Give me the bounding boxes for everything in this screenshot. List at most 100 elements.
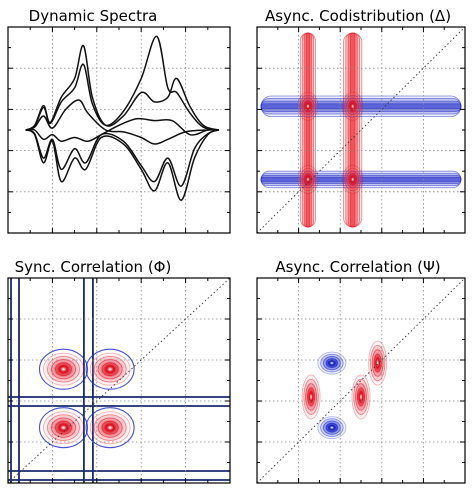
contour-ring bbox=[344, 94, 362, 118]
contour-ring bbox=[308, 392, 314, 402]
contour-ring bbox=[317, 351, 347, 375]
contour-ring bbox=[303, 378, 319, 415]
contour-ring bbox=[105, 423, 115, 432]
peak-1 bbox=[342, 92, 363, 121]
plot-frame-3 bbox=[256, 277, 466, 484]
contour-ring bbox=[342, 164, 364, 194]
async-codistribution-plot bbox=[256, 26, 466, 234]
contour-ring bbox=[325, 422, 338, 433]
contour-ring bbox=[47, 414, 80, 441]
contour-ring bbox=[353, 378, 369, 415]
dynamic-spectra-plot bbox=[7, 26, 231, 234]
peak-3 bbox=[90, 411, 131, 444]
contour-ring bbox=[303, 173, 313, 186]
contour-ring bbox=[307, 387, 316, 407]
peak-outline bbox=[38, 348, 89, 390]
contour-group bbox=[260, 32, 462, 228]
contour-ring bbox=[93, 414, 127, 441]
contour-ring bbox=[105, 365, 115, 373]
ticks-1 bbox=[257, 27, 465, 233]
peak-0-contours bbox=[43, 352, 84, 386]
contour-ring bbox=[55, 420, 72, 435]
ridge-band bbox=[349, 32, 356, 228]
contour-ring bbox=[369, 345, 386, 382]
peak-0 bbox=[317, 352, 346, 375]
contour-ring bbox=[51, 359, 76, 380]
contour-ring bbox=[355, 383, 367, 411]
peak-4-contours bbox=[368, 340, 388, 386]
contour-ring bbox=[328, 360, 336, 366]
grid-3 bbox=[257, 278, 465, 483]
contour-ring bbox=[299, 94, 317, 118]
peak-outline bbox=[85, 348, 135, 390]
contour-ring bbox=[346, 170, 360, 189]
peak-3-contours bbox=[89, 411, 131, 445]
sync-correlation-plot bbox=[7, 277, 231, 484]
panel-title-async-codistribution: Async. Codistribution (Δ) bbox=[265, 7, 451, 25]
contour-ring bbox=[101, 420, 119, 435]
ridge-band bbox=[305, 32, 311, 228]
contour-ring bbox=[299, 167, 317, 192]
series-group bbox=[25, 35, 220, 201]
contour-ring bbox=[89, 411, 131, 445]
panel-title-sync-correlation: Sync. Correlation (Φ) bbox=[15, 258, 172, 276]
contour-ring bbox=[350, 176, 356, 183]
contour-ring bbox=[97, 359, 123, 380]
contour-ring bbox=[301, 97, 315, 116]
contour-group bbox=[8, 278, 230, 483]
panel-title-dynamic: Dynamic Spectra bbox=[29, 7, 158, 25]
peak-2 bbox=[352, 374, 370, 419]
peak-0-contours bbox=[297, 91, 319, 121]
contour-ring bbox=[305, 176, 311, 183]
peak-1 bbox=[302, 374, 321, 419]
contour-ring bbox=[320, 353, 344, 373]
contour-ring bbox=[305, 103, 311, 110]
contour-ring bbox=[323, 420, 341, 435]
peak-2-contours bbox=[43, 411, 84, 445]
contour-ring bbox=[297, 91, 319, 121]
contour-ring bbox=[301, 170, 315, 189]
contour-ring bbox=[47, 355, 80, 383]
contour-ring bbox=[43, 411, 84, 445]
plot-background bbox=[8, 27, 230, 233]
contour-ring bbox=[328, 424, 336, 431]
grid-1 bbox=[257, 27, 465, 233]
contour-ring bbox=[55, 362, 72, 377]
async-correlation-plot bbox=[256, 277, 466, 484]
contour-ring bbox=[303, 100, 313, 113]
contour-ring bbox=[371, 349, 384, 377]
peak-2 bbox=[43, 411, 84, 444]
peak-1-contours bbox=[342, 91, 364, 121]
series-line-5 bbox=[25, 99, 219, 145]
contour-ring bbox=[320, 418, 344, 437]
contour-ring bbox=[93, 355, 127, 383]
contour-ring bbox=[51, 417, 76, 438]
peak-3-contours bbox=[342, 164, 364, 194]
peak-2 bbox=[297, 165, 318, 194]
peak-3-contours bbox=[317, 416, 347, 440]
contour-ring bbox=[344, 167, 362, 192]
contour-ring bbox=[375, 358, 380, 368]
diagonal-line bbox=[256, 26, 466, 234]
contour-ring bbox=[43, 352, 84, 386]
contour-ring bbox=[348, 100, 358, 113]
peak-outline bbox=[85, 407, 135, 449]
peak-0 bbox=[43, 353, 84, 386]
ridge-0 bbox=[300, 32, 316, 228]
series-line-1 bbox=[25, 35, 220, 131]
contour-ring bbox=[356, 387, 366, 407]
grid-2 bbox=[8, 278, 230, 483]
peak-1 bbox=[90, 353, 131, 386]
plot-frame-2 bbox=[7, 277, 231, 484]
contour-ring bbox=[317, 416, 347, 440]
contour-ring bbox=[305, 383, 317, 411]
ridge-1 bbox=[343, 32, 363, 228]
peak-outline bbox=[38, 407, 89, 449]
contour-ring bbox=[348, 173, 358, 186]
peak-0 bbox=[297, 92, 318, 121]
contour-ring bbox=[297, 164, 319, 194]
contour-ring bbox=[346, 97, 360, 116]
contour-ring bbox=[373, 353, 382, 373]
contour-ring bbox=[368, 340, 388, 386]
